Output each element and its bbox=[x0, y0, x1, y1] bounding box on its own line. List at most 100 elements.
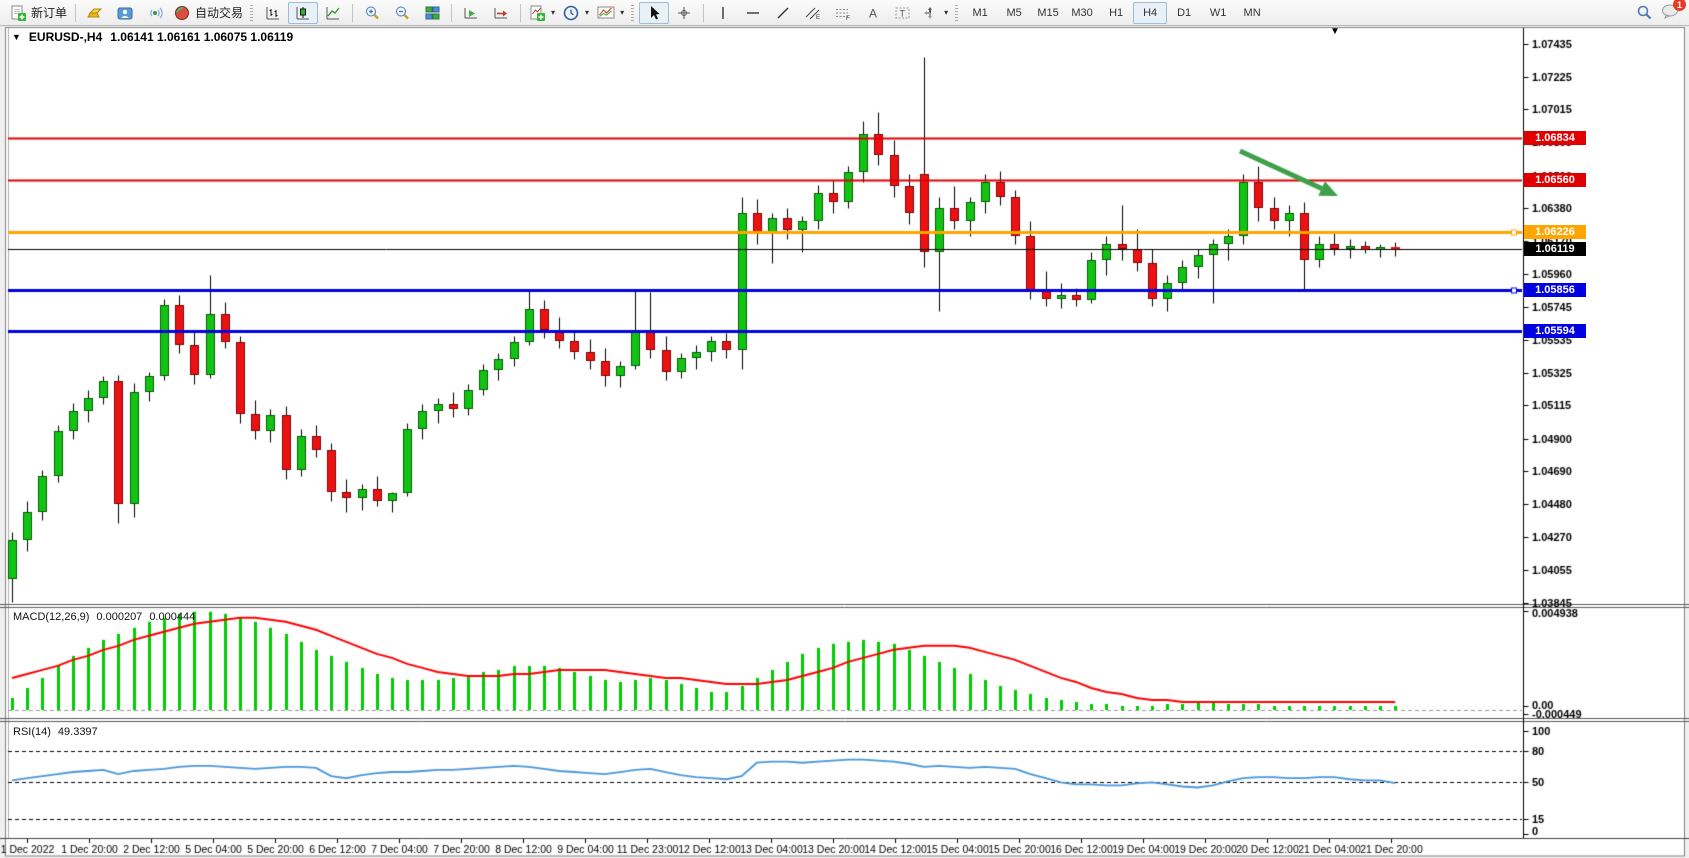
vertical-line-button[interactable] bbox=[708, 2, 738, 24]
channel-button[interactable]: E bbox=[798, 2, 828, 24]
timeframe-m30[interactable]: M30 bbox=[1071, 6, 1093, 19]
chart-line-button[interactable] bbox=[318, 2, 348, 24]
timeframe-mn[interactable]: MN bbox=[1243, 6, 1261, 19]
svg-text:A: A bbox=[869, 6, 877, 20]
text-button[interactable]: A bbox=[858, 2, 888, 24]
bar-chart-icon bbox=[266, 6, 280, 19]
templates-button[interactable]: ▾ bbox=[593, 2, 628, 24]
autoscroll-icon bbox=[464, 7, 478, 18]
shapes-button[interactable]: ▾ bbox=[918, 2, 952, 24]
fibonacci-button[interactable]: F bbox=[828, 2, 858, 24]
signals-button[interactable] bbox=[140, 2, 170, 24]
separator bbox=[352, 3, 354, 22]
timeframe-m5[interactable]: M5 bbox=[1006, 6, 1022, 19]
zoom-in-button[interactable] bbox=[357, 2, 387, 24]
horizontal-line-icon bbox=[747, 11, 760, 14]
toolbar-grip bbox=[250, 4, 254, 21]
cursor-icon bbox=[651, 5, 660, 19]
chart-title-bar: ▼ EURUSD-,H4 1.06141 1.06161 1.06075 1.0… bbox=[12, 30, 293, 44]
separator bbox=[703, 3, 705, 22]
tile-windows-button[interactable] bbox=[417, 2, 447, 24]
separator bbox=[451, 3, 453, 22]
arrows-icon bbox=[924, 6, 933, 19]
dropdown-caret: ▾ bbox=[585, 8, 590, 17]
dropdown-caret: ▾ bbox=[620, 8, 625, 17]
trendline-button[interactable] bbox=[768, 2, 798, 24]
rsi-value: 49.3397 bbox=[57, 726, 98, 738]
toolbar-right-group: 1 bbox=[1636, 0, 1686, 22]
timeframe-h1[interactable]: H1 bbox=[1109, 6, 1124, 19]
line-chart-icon bbox=[326, 6, 340, 19]
indicators-button[interactable]: ▾ bbox=[525, 2, 559, 24]
text-icon: A bbox=[869, 6, 877, 20]
clock-icon bbox=[563, 5, 579, 20]
notification-badge: 1 bbox=[1673, 0, 1686, 11]
timeframe-m15[interactable]: M15 bbox=[1037, 6, 1059, 19]
chart-shift-button[interactable] bbox=[486, 2, 516, 24]
autotrade-icon bbox=[175, 5, 190, 20]
dropdown-caret: ▾ bbox=[944, 8, 949, 17]
price-line-label[interactable]: 1.05856 bbox=[1524, 283, 1586, 297]
chart-shift-icon bbox=[494, 7, 508, 18]
indicators-icon bbox=[530, 5, 546, 21]
new-order-button[interactable]: 新订单 bbox=[6, 2, 71, 24]
notifications-button[interactable]: 1 bbox=[1661, 0, 1686, 22]
timeframe-m1[interactable]: M1 bbox=[972, 6, 988, 19]
template-icon bbox=[597, 6, 615, 19]
separator bbox=[520, 3, 522, 22]
chart-candles-button[interactable] bbox=[288, 1, 319, 24]
equidistant-channel-icon: E bbox=[805, 7, 820, 21]
candlestick-chart-icon bbox=[296, 6, 310, 19]
text-label-button[interactable]: T bbox=[888, 2, 918, 24]
community-icon bbox=[117, 7, 133, 19]
timeframe-w1[interactable]: W1 bbox=[1209, 6, 1227, 19]
chart-ohlc-values: 1.06141 1.06161 1.06075 1.06119 bbox=[110, 30, 294, 44]
macd-indicator-label: MACD(12,26,9) 0.000207 0.000444 bbox=[13, 611, 195, 623]
zoom-out-button[interactable] bbox=[387, 2, 417, 24]
bid-price-label: 1.06119 bbox=[1524, 242, 1586, 256]
svg-text:E: E bbox=[816, 15, 820, 21]
rsi-indicator-label: RSI(14) 49.3397 bbox=[13, 726, 98, 738]
main-toolbar: 新订单 自动交易 ▾ ▾ bbox=[0, 0, 1689, 26]
autotrade-label: 自动交易 bbox=[195, 6, 244, 20]
svg-text:F: F bbox=[846, 15, 850, 21]
search-icon[interactable] bbox=[1636, 4, 1653, 21]
price-line-label[interactable]: 1.06834 bbox=[1524, 131, 1586, 145]
tile-windows-icon bbox=[425, 6, 440, 19]
new-order-icon bbox=[11, 5, 26, 21]
gold-bar-icon bbox=[87, 8, 103, 18]
toolbar-grip bbox=[955, 4, 959, 21]
svg-text:T: T bbox=[900, 8, 906, 18]
horizontal-line-button[interactable] bbox=[738, 2, 768, 24]
fibonacci-icon: F bbox=[836, 8, 850, 21]
macd-name: MACD(12,26,9) bbox=[13, 611, 90, 623]
timeframe-d1[interactable]: D1 bbox=[1177, 6, 1192, 19]
window-menu-icon[interactable]: ▼ bbox=[12, 32, 21, 42]
price-line-label[interactable]: 1.06560 bbox=[1524, 173, 1586, 187]
separator bbox=[75, 3, 77, 22]
macd-signal-value: 0.000444 bbox=[149, 611, 196, 623]
crosshair-button[interactable] bbox=[669, 2, 699, 24]
community-button[interactable] bbox=[110, 2, 140, 24]
vertical-line-icon bbox=[722, 6, 724, 19]
text-label-icon: T bbox=[895, 7, 910, 18]
quick-menu-caret-icon[interactable]: ▼ bbox=[1330, 26, 1340, 37]
dropdown-caret: ▾ bbox=[551, 8, 556, 17]
autoscroll-button[interactable] bbox=[456, 2, 486, 24]
periods-button[interactable]: ▾ bbox=[559, 2, 593, 24]
gold-button[interactable] bbox=[80, 2, 110, 24]
cursor-button[interactable] bbox=[639, 1, 670, 24]
zoom-out-icon bbox=[395, 6, 409, 19]
crosshair-icon bbox=[678, 6, 691, 19]
price-line-label[interactable]: 1.05594 bbox=[1524, 324, 1586, 338]
signals-icon bbox=[149, 7, 163, 18]
timeframe-h4[interactable]: H4 bbox=[1133, 1, 1168, 24]
chart-symbol-period: EURUSD-,H4 bbox=[28, 30, 103, 44]
trendline-icon bbox=[777, 7, 789, 18]
autotrade-button[interactable]: 自动交易 bbox=[170, 2, 247, 24]
toolbar-grip bbox=[631, 4, 635, 21]
rsi-name: RSI(14) bbox=[13, 726, 51, 738]
chart-bars-button[interactable] bbox=[258, 2, 288, 24]
price-line-label[interactable]: 1.06226 bbox=[1524, 225, 1586, 239]
